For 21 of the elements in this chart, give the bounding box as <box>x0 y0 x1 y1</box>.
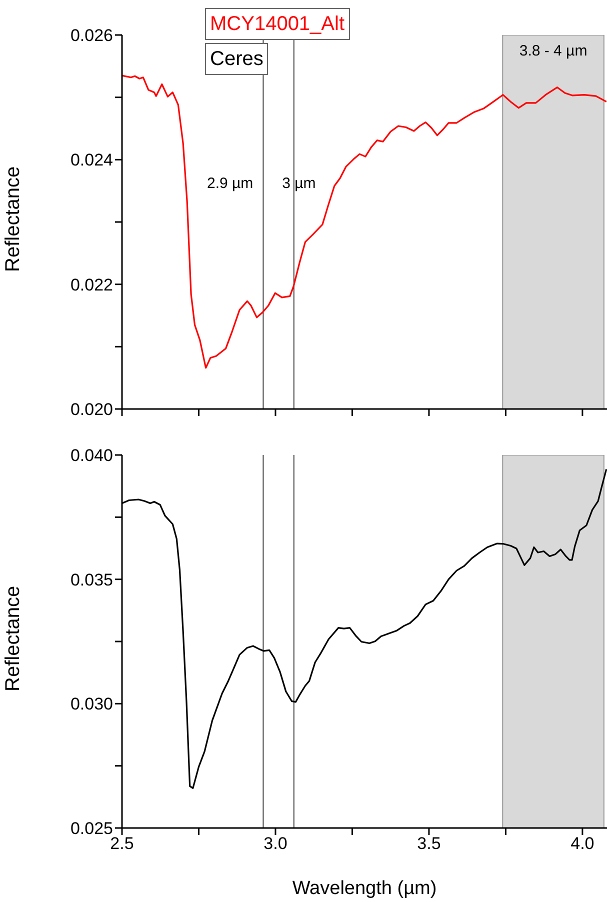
y-axis-title: Reflectance <box>2 586 24 692</box>
text: Ceres <box>205 43 268 75</box>
y-tick-label: 0.035 <box>70 570 113 590</box>
y-tick-label: 0.040 <box>70 446 113 466</box>
y-tick-label: 0.022 <box>70 275 113 294</box>
line-series <box>122 74 607 369</box>
x-axis-title: Wavelength (µm) <box>292 878 437 899</box>
y-axis-title: Reflectance <box>2 166 24 272</box>
band-label: 3.8 - 4 µm <box>519 42 588 60</box>
y-tick-label: 0.025 <box>70 819 113 838</box>
ref-line-label: 3 µm <box>282 175 316 192</box>
y-tick-label: 0.026 <box>70 26 113 46</box>
x-tick-label: 3.0 <box>264 834 288 854</box>
x-tick-label: 4.0 <box>570 834 594 854</box>
y-tick-label: 0.030 <box>70 694 113 714</box>
y-tick-label: 0.020 <box>70 400 113 420</box>
ref-line-label: 2.9 µm <box>207 175 254 192</box>
y-tick-label: 0.024 <box>70 150 113 170</box>
x-tick-label: 3.5 <box>417 834 441 854</box>
x-tick-label: 2.5 <box>110 834 134 854</box>
text: MCY14001_Alt <box>205 8 350 40</box>
